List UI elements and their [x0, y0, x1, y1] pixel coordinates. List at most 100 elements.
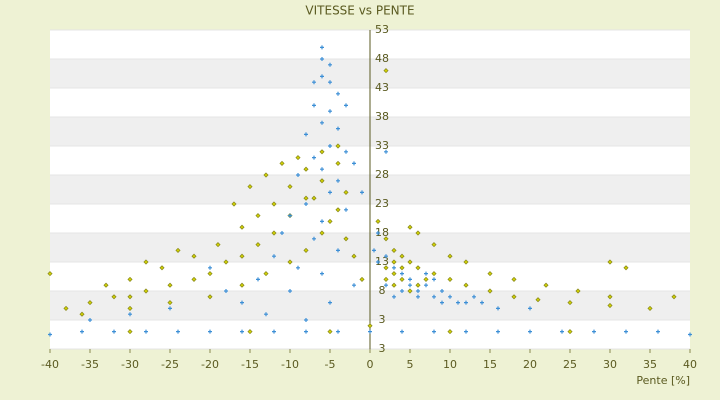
point: [303, 247, 309, 253]
point: [127, 329, 133, 335]
point: [647, 305, 653, 311]
y-tick-label: 18: [375, 226, 389, 239]
point: [304, 132, 308, 137]
point: [143, 259, 149, 265]
point: [191, 253, 197, 259]
point: [391, 247, 397, 253]
point: [271, 230, 277, 236]
point: [528, 329, 532, 334]
point: [372, 248, 376, 253]
point: [167, 300, 173, 306]
point: [432, 294, 436, 299]
point: [303, 195, 309, 201]
y-tick-label: 3: [379, 342, 386, 355]
point: [320, 271, 324, 276]
point: [447, 329, 453, 335]
point: [79, 311, 85, 317]
y-tick-label: 28: [375, 168, 389, 181]
point: [168, 306, 172, 311]
point: [400, 271, 404, 276]
x-tick-label: 15: [483, 358, 497, 371]
point: [208, 265, 212, 270]
point: [463, 259, 469, 265]
point: [144, 329, 148, 334]
y-tick-label: 3: [379, 313, 386, 326]
point: [511, 276, 517, 282]
x-tick-label: -10: [281, 358, 299, 371]
point: [383, 68, 389, 74]
point: [319, 230, 325, 236]
point: [567, 300, 573, 306]
point: [352, 283, 356, 288]
point: [344, 207, 348, 212]
point: [88, 318, 92, 322]
point: [560, 329, 564, 334]
point: [239, 224, 245, 230]
point: [367, 323, 373, 329]
point: [391, 259, 397, 265]
point: [328, 300, 332, 305]
point: [343, 189, 349, 195]
point: [175, 247, 181, 253]
point: [207, 271, 213, 277]
point: [176, 329, 180, 334]
point: [447, 253, 453, 259]
point: [264, 312, 268, 317]
point: [328, 109, 332, 114]
point: [368, 329, 372, 334]
point: [159, 265, 165, 271]
point: [359, 276, 365, 282]
point: [543, 282, 549, 288]
point: [352, 161, 356, 166]
point: [295, 155, 301, 161]
point: [312, 236, 316, 241]
point: [496, 306, 500, 311]
point: [607, 302, 613, 309]
point: [592, 329, 596, 334]
point: [383, 276, 389, 282]
point: [272, 254, 276, 259]
point: [304, 329, 308, 334]
point: [415, 265, 421, 271]
point: [288, 213, 292, 218]
point: [384, 149, 388, 154]
y-tick-label: 43: [375, 81, 389, 94]
point: [624, 329, 628, 334]
x-tick-label: -40: [41, 358, 59, 371]
point: [335, 207, 341, 213]
point: [263, 172, 269, 178]
point: [320, 57, 324, 61]
point: [391, 282, 397, 288]
point: [287, 184, 293, 190]
point: [143, 288, 149, 294]
x-tick-label: -5: [325, 358, 336, 371]
point: [375, 218, 381, 224]
point: [344, 103, 348, 108]
point: [296, 265, 300, 270]
x-tick-label: 25: [563, 358, 577, 371]
point: [424, 283, 428, 288]
point: [167, 282, 173, 288]
point: [247, 184, 253, 190]
point: [272, 329, 276, 334]
point: [288, 289, 292, 293]
point: [335, 143, 341, 149]
point: [328, 190, 332, 195]
x-tick-label: -35: [81, 358, 99, 371]
point: [607, 259, 613, 265]
point: [376, 260, 380, 264]
y-tick-label: 13: [375, 255, 389, 268]
point: [240, 329, 244, 334]
x-tick-label: 30: [603, 358, 617, 371]
point: [360, 190, 364, 195]
point: [127, 276, 133, 282]
point: [383, 265, 389, 271]
point: [327, 329, 333, 335]
point: [408, 283, 412, 288]
x-tick-label: 35: [643, 358, 657, 371]
point: [431, 242, 437, 248]
point: [336, 248, 340, 253]
y-tick-label: 53: [375, 23, 389, 36]
point: [407, 224, 413, 230]
point: [423, 276, 429, 282]
